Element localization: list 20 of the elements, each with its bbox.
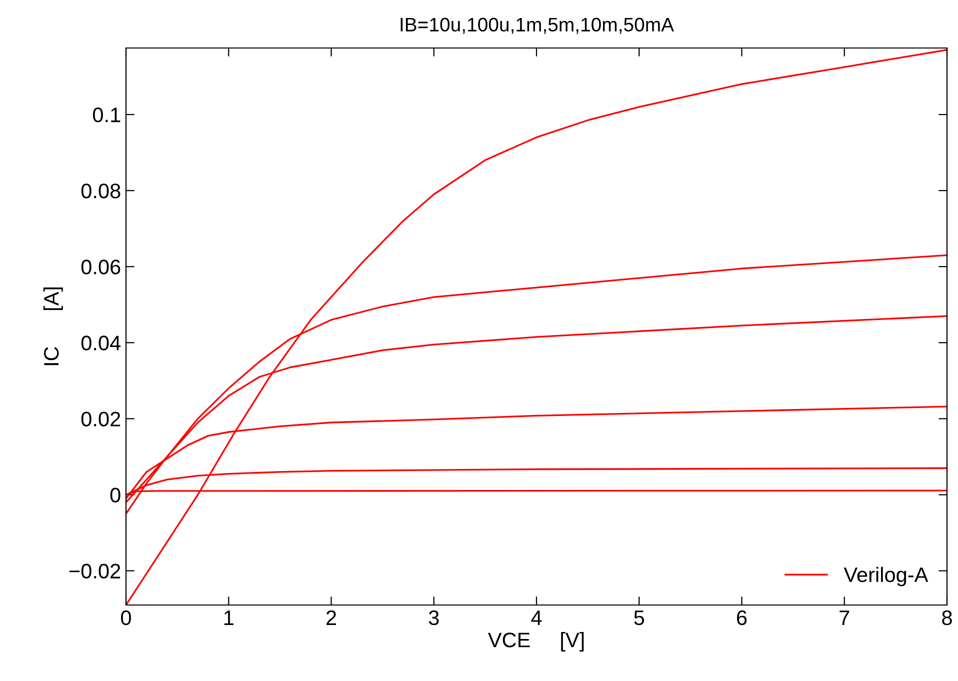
x-tick-label: 7	[840, 610, 850, 625]
y-tick-label: 0.04	[81, 336, 121, 350]
x-tick-label: 2	[326, 610, 336, 625]
y-tick-label: 0.08	[81, 184, 120, 198]
y-tick-label: 0	[110, 488, 120, 502]
y-tick-label: −0.02	[69, 564, 120, 579]
x-tick-label: 0	[121, 610, 131, 626]
chart-title: IB=10u,100u,1m,5m,10m,50mA	[400, 18, 674, 34]
y-axis-title: IC [A]	[43, 287, 63, 366]
x-tick-label: 6	[737, 610, 747, 626]
x-tick-label: 1	[224, 610, 234, 625]
legend-label: Verilog-A	[844, 566, 928, 586]
y-tick-label: 0.1	[92, 108, 120, 122]
x-tick-label: 3	[428, 610, 439, 626]
x-tick-label: 8	[942, 610, 952, 626]
y-tick-label: 0.06	[81, 260, 120, 274]
x-tick-label: 4	[531, 610, 542, 625]
x-tick-label: 5	[634, 610, 644, 626]
x-axis-title: VCE [V]	[488, 632, 584, 652]
y-tick-label: 0.02	[81, 412, 120, 426]
